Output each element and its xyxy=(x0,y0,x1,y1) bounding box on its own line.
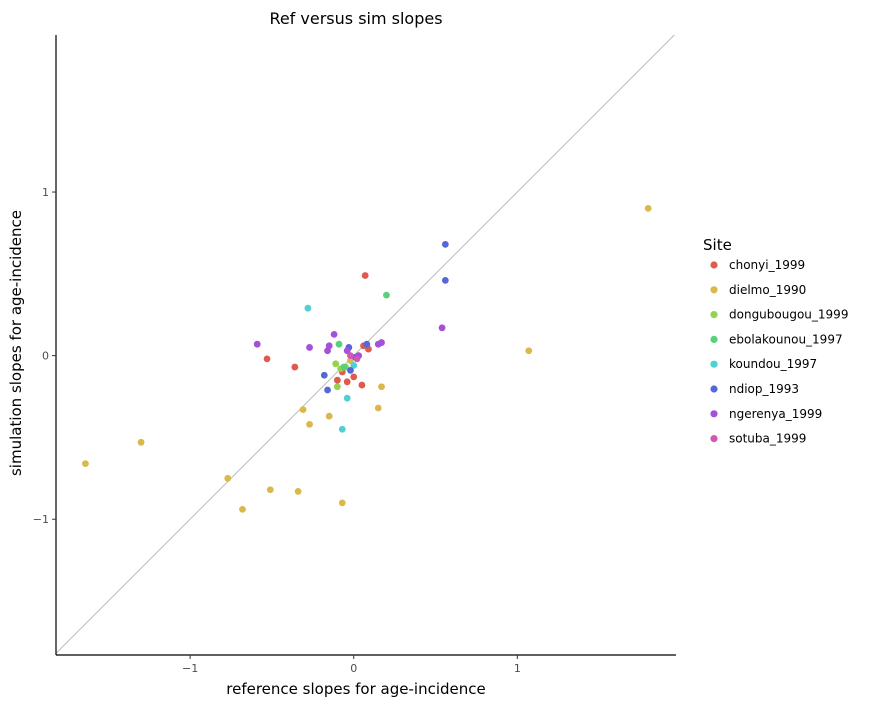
data-point-ndiop_1993 xyxy=(324,386,331,394)
legend-label-dongubougou_1999: dongubougou_1999 xyxy=(729,308,848,322)
x-tick-label: −1 xyxy=(182,662,198,675)
data-point-chonyi_1999 xyxy=(333,376,341,384)
data-point-dielmo_1990 xyxy=(239,506,246,513)
data-point-koundou_1997 xyxy=(343,394,351,402)
chart-title: Ref versus sim slopes xyxy=(269,9,442,28)
x-tick-label: 1 xyxy=(514,662,521,675)
data-point-ndiop_1993 xyxy=(320,371,328,379)
data-point-chonyi_1999 xyxy=(358,381,366,389)
legend-swatch-dielmo_1990 xyxy=(710,286,718,294)
data-point-chonyi_1999 xyxy=(361,272,369,279)
legend-label-koundou_1997: koundou_1997 xyxy=(729,357,817,371)
y-tick-label: 0 xyxy=(42,350,49,363)
data-point-koundou_1997 xyxy=(338,425,346,433)
legend-swatch-dongubougou_1999 xyxy=(710,311,718,319)
data-point-dielmo_1990 xyxy=(294,488,302,495)
data-point-ngerenya_1999 xyxy=(330,330,338,338)
legend-label-dielmo_1990: dielmo_1990 xyxy=(729,283,806,297)
legend-swatch-ngerenya_1999 xyxy=(710,410,718,418)
y-axis-title: simulation slopes for age-incidence xyxy=(7,210,25,476)
legend-swatch-koundou_1997 xyxy=(710,360,718,368)
data-point-ngerenya_1999 xyxy=(324,347,331,355)
data-point-ngerenya_1999 xyxy=(306,344,313,351)
legend-swatch-ndiop_1993 xyxy=(710,385,718,393)
data-point-sotuba_1999 xyxy=(353,355,361,363)
data-point-chonyi_1999 xyxy=(291,363,299,371)
data-point-dielmo_1990 xyxy=(374,404,382,412)
data-point-ndiop_1993 xyxy=(441,276,449,284)
data-point-ndiop_1993 xyxy=(347,366,354,374)
data-point-sotuba_1999 xyxy=(347,352,354,360)
data-point-dongubougou_1999 xyxy=(333,383,341,391)
data-point-ngerenya_1999 xyxy=(253,340,261,348)
data-point-koundou_1997 xyxy=(350,362,358,369)
legend-label-ndiop_1993: ndiop_1993 xyxy=(729,382,799,396)
legend: Site chonyi_1999 dielmo_1990 dongubougou_1… xyxy=(703,236,848,446)
plot-area: −1 0 1 −1 0 1 xyxy=(33,34,676,675)
legend-label-chonyi_1999: chonyi_1999 xyxy=(729,258,805,272)
x-tick-label: 0 xyxy=(350,662,357,675)
data-point-dielmo_1990 xyxy=(644,205,652,212)
data-point-dielmo_1990 xyxy=(306,420,313,428)
data-point-ngerenya_1999 xyxy=(343,347,351,355)
data-point-dielmo_1990 xyxy=(525,347,533,355)
data-point-chonyi_1999 xyxy=(263,355,271,363)
data-point-dielmo_1990 xyxy=(378,383,385,391)
data-point-chonyi_1999 xyxy=(343,378,351,386)
data-point-ndiop_1993 xyxy=(441,240,449,248)
legend-swatch-sotuba_1999 xyxy=(710,435,718,443)
x-axis-title: reference slopes for age-incidence xyxy=(226,680,485,698)
legend-title: Site xyxy=(703,236,732,254)
data-point-ebolakounou_1997 xyxy=(383,291,390,299)
data-point-dielmo_1990 xyxy=(266,486,274,494)
data-point-dielmo_1990 xyxy=(325,412,333,420)
data-point-dielmo_1990 xyxy=(347,357,354,364)
data-point-koundou_1997 xyxy=(304,304,312,312)
legend-swatch-ebolakounou_1997 xyxy=(710,335,718,343)
data-point-ndiop_1993 xyxy=(363,340,371,348)
data-point-dielmo_1990 xyxy=(137,438,145,446)
data-point-ngerenya_1999 xyxy=(438,324,446,332)
data-point-dielmo_1990 xyxy=(224,474,232,482)
data-point-dongubougou_1999 xyxy=(332,360,340,368)
data-point-dielmo_1990 xyxy=(338,499,346,507)
data-point-dielmo_1990 xyxy=(82,460,89,468)
data-point-chonyi_1999 xyxy=(350,373,358,381)
data-point-ngerenya_1999 xyxy=(378,339,385,346)
legend-label-ebolakounou_1997: ebolakounou_1997 xyxy=(729,332,843,346)
data-point-dielmo_1990 xyxy=(299,406,307,414)
legend-label-ngerenya_1999: ngerenya_1999 xyxy=(729,407,822,421)
legend-swatch-chonyi_1999 xyxy=(710,261,718,269)
y-tick-label: −1 xyxy=(33,513,49,526)
data-point-ebolakounou_1997 xyxy=(340,363,348,371)
y-tick-label: 1 xyxy=(42,186,49,199)
data-point-ebolakounou_1997 xyxy=(335,340,343,348)
legend-label-sotuba_1999: sotuba_1999 xyxy=(729,432,806,446)
